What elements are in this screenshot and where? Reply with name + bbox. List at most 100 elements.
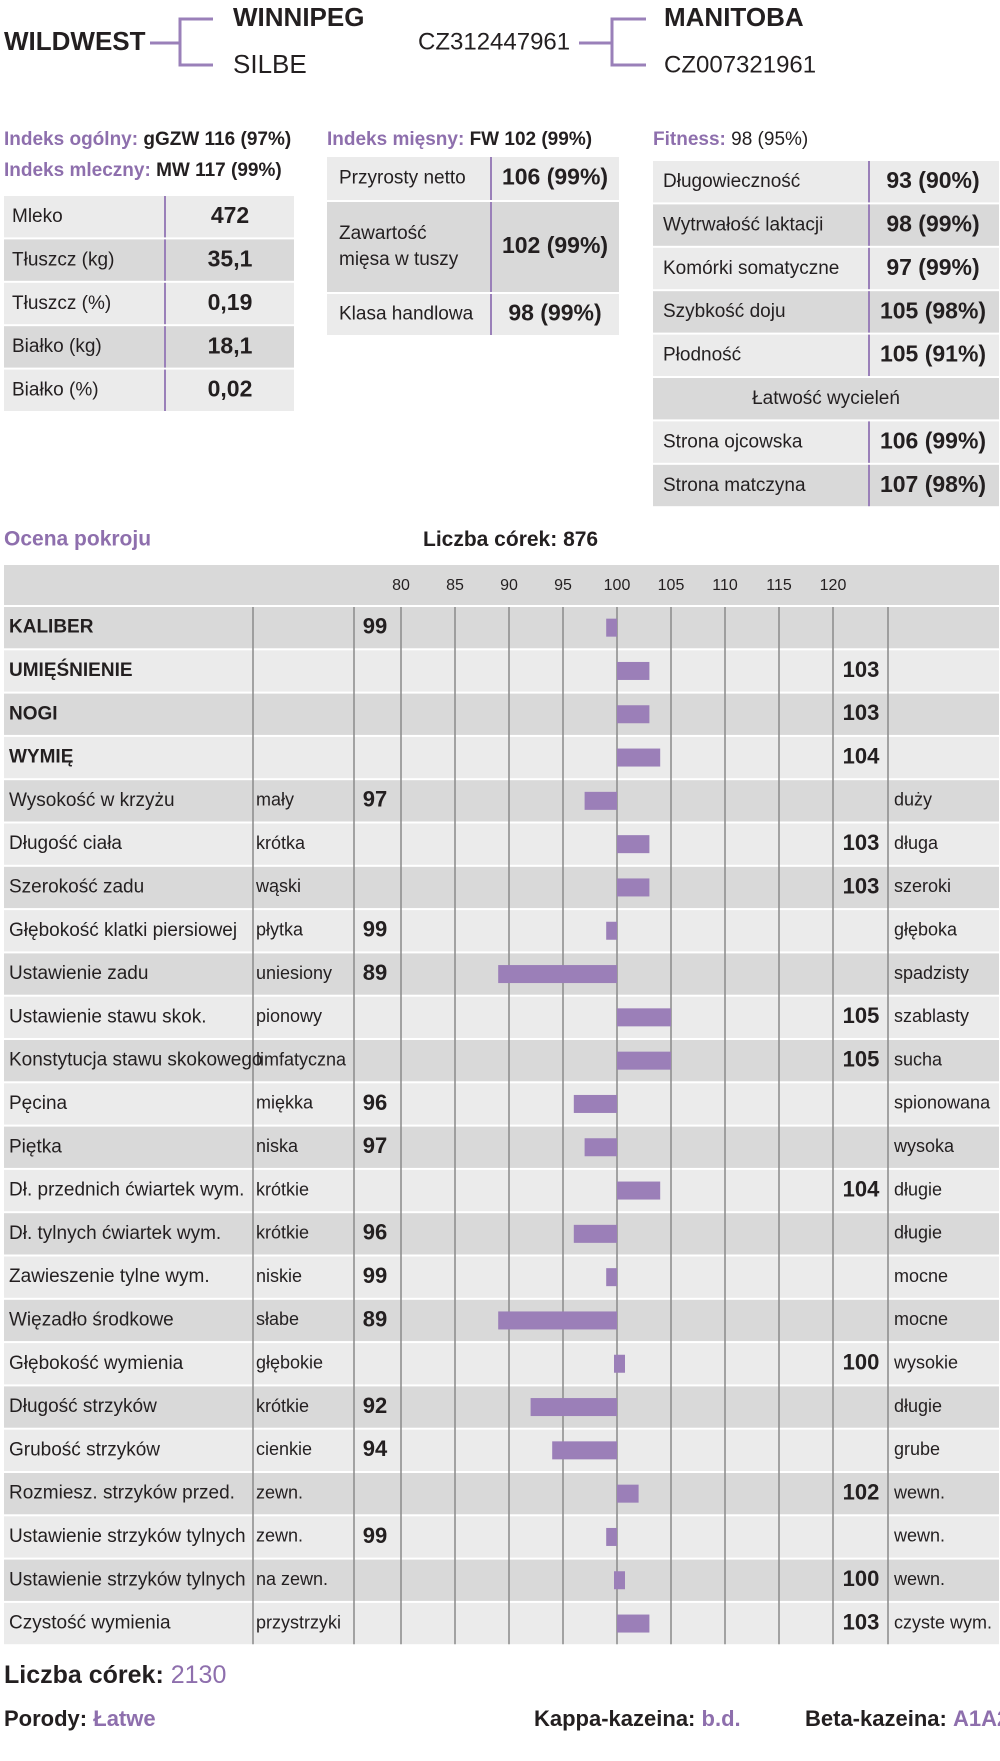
trait-name: Wysokość w krzyżu bbox=[9, 790, 175, 811]
trait-value: 94 bbox=[363, 1436, 388, 1461]
trait-value: 100 bbox=[843, 1350, 880, 1375]
trait-low: krótkie bbox=[256, 1179, 309, 1199]
bar bbox=[606, 1527, 617, 1546]
trait-name: WYMIĘ bbox=[9, 747, 73, 768]
index-fitness-label: Fitness: bbox=[653, 129, 726, 150]
row-label: Tłuszcz (%) bbox=[12, 293, 111, 314]
row-value: 472 bbox=[211, 202, 249, 228]
table-row bbox=[653, 464, 999, 507]
trait-high: czyste wym. bbox=[894, 1612, 992, 1632]
trait-name: Zawieszenie tylne wym. bbox=[9, 1266, 210, 1287]
trait-low: na zewn. bbox=[256, 1569, 328, 1589]
trait-low: niska bbox=[256, 1136, 299, 1156]
grandsire-name: MANITOBA bbox=[664, 2, 804, 32]
grandsire-code: CZ007321961 bbox=[664, 51, 816, 78]
trait-name: Głębokość klatki piersiowej bbox=[9, 920, 237, 941]
trait-high: długie bbox=[894, 1396, 942, 1416]
trait-name: Szerokość zadu bbox=[9, 876, 144, 897]
x-tick-label: 85 bbox=[446, 577, 464, 594]
footer-calving-label: Porody: bbox=[4, 1706, 87, 1731]
trait-low: cienkie bbox=[256, 1439, 312, 1459]
trait-low: zewn. bbox=[256, 1482, 303, 1502]
bar bbox=[606, 1268, 617, 1287]
trait-low: płytka bbox=[256, 920, 304, 940]
trait-name: Czystość wymienia bbox=[9, 1613, 171, 1634]
trait-name: Długość ciała bbox=[9, 833, 122, 854]
trait-name: Grubość strzyków bbox=[9, 1439, 160, 1460]
footer-daughters-label: Liczba córek: bbox=[4, 1661, 164, 1689]
trait-value: 99 bbox=[363, 1523, 387, 1548]
footer-calving-value: Łatwe bbox=[93, 1706, 155, 1731]
trait-name: Pęcina bbox=[9, 1093, 68, 1114]
row-label: Mleko bbox=[12, 206, 63, 227]
trait-name: KALIBER bbox=[9, 617, 94, 638]
row-label: Strona ojcowska bbox=[663, 431, 803, 452]
table-row bbox=[4, 369, 294, 411]
index-meat: Indeks mięsny: FW 102 (99%) bbox=[327, 129, 592, 150]
chart-row bbox=[4, 1083, 999, 1125]
bar bbox=[573, 1224, 617, 1243]
trait-value: 99 bbox=[363, 613, 387, 638]
chart-header bbox=[4, 565, 999, 605]
trait-low: głębokie bbox=[256, 1353, 323, 1373]
trait-value: 104 bbox=[843, 743, 880, 768]
trait-value: 102 bbox=[843, 1479, 880, 1504]
x-tick-label: 100 bbox=[604, 577, 631, 594]
trait-high: wewn. bbox=[893, 1569, 945, 1589]
trait-value: 104 bbox=[843, 1176, 880, 1201]
trait-low: uniesiony bbox=[256, 963, 332, 983]
row-value: 105 (98%) bbox=[880, 297, 986, 323]
index-milk-value: MW 117 (99%) bbox=[156, 160, 282, 181]
trait-name: Głębokość wymienia bbox=[9, 1353, 184, 1374]
row-value: 18,1 bbox=[208, 332, 253, 358]
trait-low: mały bbox=[256, 790, 294, 810]
trait-high: głęboka bbox=[894, 920, 958, 940]
bar bbox=[617, 661, 650, 680]
trait-name: Długość strzyków bbox=[9, 1396, 157, 1417]
row-label: Białko (%) bbox=[12, 380, 99, 401]
trait-value: 103 bbox=[843, 657, 880, 682]
index-fitness: Fitness: 98 (95%) bbox=[653, 129, 808, 150]
index-meat-label: Indeks mięsny: bbox=[327, 129, 464, 150]
trait-low: miękka bbox=[256, 1093, 314, 1113]
table-row bbox=[4, 239, 294, 281]
x-tick-label: 120 bbox=[820, 577, 847, 594]
footer-kappa-value: b.d. bbox=[702, 1706, 741, 1731]
table-row bbox=[653, 204, 999, 246]
x-tick-label: 90 bbox=[500, 577, 518, 594]
trait-value: 97 bbox=[363, 1133, 387, 1158]
bar bbox=[617, 748, 661, 767]
x-tick-label: 95 bbox=[554, 577, 572, 594]
row-label: mięsa w tuszy bbox=[339, 249, 459, 270]
animal-code: CZ312447961 bbox=[418, 28, 570, 55]
trait-value: 96 bbox=[363, 1220, 387, 1245]
trait-high: wewn. bbox=[893, 1526, 945, 1546]
row-label: Szybkość doju bbox=[663, 301, 786, 322]
footer-beta-label: Beta-kazeina: bbox=[805, 1706, 947, 1731]
index-general-value: gGZW 116 (97%) bbox=[143, 129, 291, 150]
trait-high: wewn. bbox=[893, 1482, 945, 1502]
index-general-label: Indeks ogólny: bbox=[4, 129, 138, 150]
table-row bbox=[653, 334, 999, 376]
row-label: Tłuszcz (kg) bbox=[12, 249, 114, 270]
trait-low: zewn. bbox=[256, 1526, 303, 1546]
bar bbox=[617, 1051, 671, 1070]
row-value: 97 (99%) bbox=[886, 254, 979, 280]
trait-value: 99 bbox=[363, 917, 387, 942]
trait-name: Konstytucja stawu skokowego bbox=[9, 1050, 262, 1071]
bar bbox=[614, 1571, 625, 1590]
trait-low: krótkie bbox=[256, 1396, 309, 1416]
trait-value: 103 bbox=[843, 1609, 880, 1634]
trait-value: 97 bbox=[363, 787, 387, 812]
row-value: 107 (98%) bbox=[880, 471, 986, 497]
footer-calving: Porody: Łatwe bbox=[4, 1706, 156, 1731]
trait-low: pionowy bbox=[256, 1006, 322, 1026]
trait-value: 100 bbox=[843, 1566, 880, 1591]
trait-name: Dł. tylnych ćwiartek wym. bbox=[9, 1223, 221, 1244]
bar bbox=[584, 1138, 617, 1157]
x-tick-label: 105 bbox=[658, 577, 685, 594]
row-value: 35,1 bbox=[208, 245, 253, 271]
trait-value: 103 bbox=[843, 830, 880, 855]
trait-name: Ustawienie zadu bbox=[9, 963, 148, 984]
